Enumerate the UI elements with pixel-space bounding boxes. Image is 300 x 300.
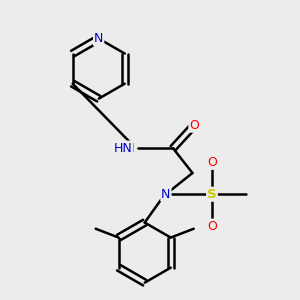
Text: HN: HN	[117, 142, 136, 155]
Text: O: O	[189, 119, 199, 132]
Text: S: S	[207, 188, 217, 201]
Text: N: N	[161, 188, 171, 201]
Text: O: O	[207, 156, 217, 169]
Text: N: N	[94, 32, 104, 45]
Text: O: O	[207, 220, 217, 232]
Text: HN: HN	[114, 142, 132, 155]
